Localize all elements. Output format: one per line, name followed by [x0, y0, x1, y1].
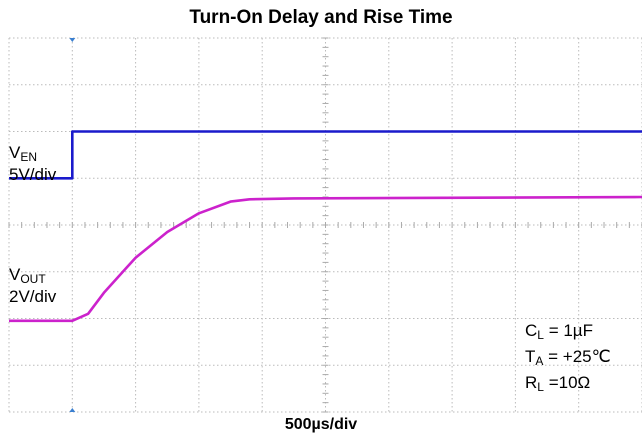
vout-trace [9, 195, 642, 323]
chart-title: Turn-On Delay and Rise Time [189, 7, 453, 28]
load-resistance-label: RL =10Ω [525, 373, 591, 394]
vout-label: VOUT [9, 265, 46, 286]
ambient-temperature-label: TA = +25℃ [525, 347, 611, 368]
trigger-marker-top [69, 38, 76, 42]
load-capacitance-label: CL = 1µF [525, 321, 593, 342]
ven-scale-label: 5V/div [9, 165, 57, 184]
vout-scale-label: 2V/div [9, 287, 57, 306]
x-axis-label: 500µs/div [284, 416, 358, 433]
ven-label: VEN [9, 143, 38, 164]
trigger-marker-bottom [69, 408, 76, 412]
ven-trace [9, 130, 642, 180]
